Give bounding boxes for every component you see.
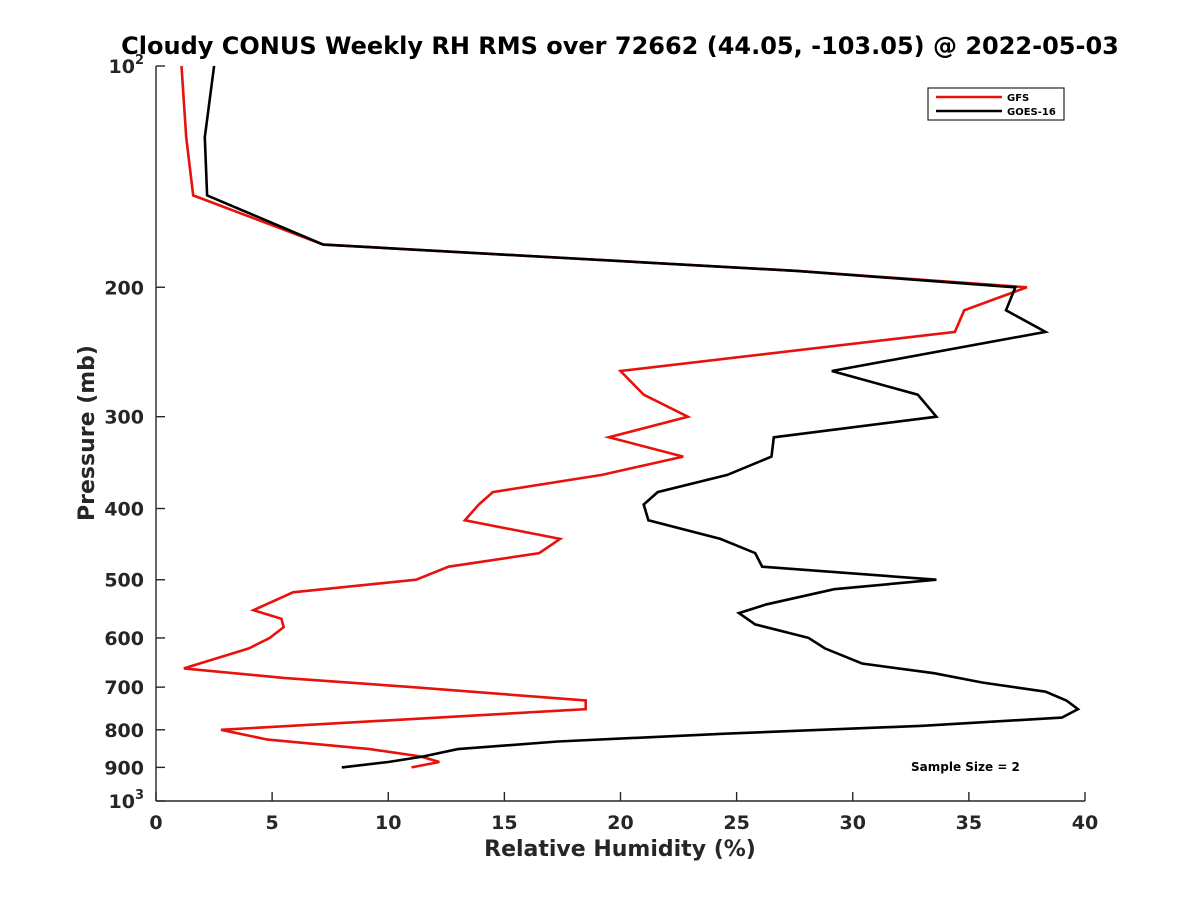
legend: GFS GOES-16 xyxy=(927,87,1065,121)
x-tick-label: 35 xyxy=(956,812,982,834)
x-tick-label: 10 xyxy=(375,812,401,834)
y-axis-label: Pressure (mb) xyxy=(75,345,100,521)
y-tick-label: 103 xyxy=(109,788,145,813)
x-tick-label: 5 xyxy=(266,812,279,834)
series-layer xyxy=(180,65,1081,769)
x-tick-label: 40 xyxy=(1072,812,1098,834)
y-tick-label: 300 xyxy=(104,407,144,429)
y-tick-label: 800 xyxy=(104,720,144,742)
plot-area: 0 5 10 15 20 25 30 35 40 102 200 300 400 500 600 700 80… xyxy=(104,53,1098,834)
y-tick-label: 700 xyxy=(104,677,144,699)
series-line-gfs xyxy=(180,65,1028,769)
y-tick-label: 102 xyxy=(109,53,145,78)
y-tick-layer: 102 200 300 400 500 600 700 800 900 103 xyxy=(104,53,165,813)
x-axis-label: Relative Humidity (%) xyxy=(484,837,756,862)
y-tick-label: 200 xyxy=(104,277,144,299)
y-tick-label: 500 xyxy=(104,570,144,592)
chart-title: Cloudy CONUS Weekly RH RMS over 72662 (4… xyxy=(121,32,1119,60)
legend-label-goes-16: GOES-16 xyxy=(1007,107,1056,118)
x-tick-label: 30 xyxy=(840,812,866,834)
x-tick-label: 0 xyxy=(149,812,162,834)
sample-size-annotation: Sample Size = 2 xyxy=(911,760,1020,774)
legend-box xyxy=(927,87,1065,121)
x-tick-label: 15 xyxy=(491,812,517,834)
legend-label-gfs: GFS xyxy=(1007,93,1029,104)
y-tick-label: 900 xyxy=(104,757,144,779)
y-tick-label: 600 xyxy=(104,628,144,650)
x-tick-label: 20 xyxy=(607,812,633,834)
series-line-goes-16 xyxy=(203,65,1081,769)
x-tick-label: 25 xyxy=(723,812,749,834)
y-tick-label: 400 xyxy=(104,499,144,521)
x-tick-layer: 0 5 10 15 20 25 30 35 40 xyxy=(149,792,1098,834)
